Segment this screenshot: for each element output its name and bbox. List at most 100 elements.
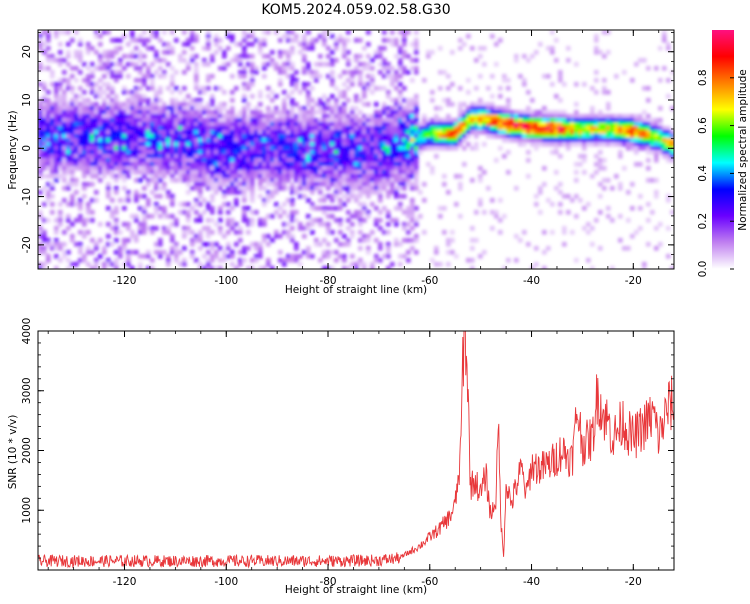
heatmap-cell — [94, 138, 99, 143]
heatmap-cell — [338, 90, 343, 95]
heatmap-cell — [290, 190, 295, 195]
heatmap-cell — [278, 146, 283, 151]
heatmap-cell — [246, 114, 251, 119]
heatmap-cell — [518, 110, 523, 115]
heatmap-cell — [182, 126, 187, 131]
heatmap-cell — [238, 182, 243, 187]
heatmap-cell — [446, 190, 451, 195]
heatmap-cell — [210, 170, 215, 175]
heatmap-cell — [266, 94, 271, 99]
heatmap-cell — [54, 178, 59, 183]
heatmap-cell — [322, 178, 327, 183]
heatmap-cell — [590, 114, 595, 119]
heatmap-cell — [294, 166, 299, 171]
heatmap-cell — [62, 186, 67, 191]
heatmap-cell — [526, 106, 531, 111]
heatmap-cell — [146, 106, 151, 111]
heatmap-cell — [138, 78, 143, 83]
heatmap-cell — [242, 186, 247, 191]
heatmap-cell — [294, 158, 299, 163]
heatmap-cell — [226, 186, 231, 191]
heatmap-cell — [110, 170, 115, 175]
heatmap-cell — [38, 62, 43, 67]
heatmap-cell — [54, 114, 59, 119]
heatmap-cell — [130, 154, 135, 159]
heatmap-cell — [654, 150, 659, 155]
heatmap-cell — [458, 110, 463, 115]
heatmap-cell — [598, 142, 603, 147]
heatmap-cell — [170, 118, 175, 123]
heatmap-cell — [582, 122, 587, 127]
heatmap-cell — [94, 94, 99, 99]
heatmap-cell — [470, 46, 475, 51]
heatmap-cell — [382, 158, 387, 163]
heatmap-cell — [50, 70, 55, 75]
heatmap-cell — [282, 178, 287, 183]
heatmap-cell — [346, 174, 351, 179]
heatmap-cell — [38, 138, 43, 143]
heatmap-cell — [394, 122, 399, 127]
heatmap-cell — [282, 50, 287, 55]
heatmap-cell — [610, 218, 615, 223]
heatmap-cell — [70, 162, 75, 167]
colorbar-tick-label: 0.4 — [697, 165, 709, 182]
heatmap-cell — [302, 46, 307, 51]
heatmap-cell — [74, 150, 79, 155]
heatmap-cell — [670, 154, 674, 159]
heatmap-cell — [358, 98, 363, 103]
heatmap-cell — [138, 50, 143, 55]
heatmap-cell — [498, 94, 503, 99]
heatmap-cell — [502, 214, 507, 219]
heatmap-cell — [314, 146, 319, 151]
heatmap-cell — [266, 234, 271, 239]
heatmap-cell — [358, 190, 363, 195]
heatmap-cell — [530, 118, 535, 123]
heatmap-cell — [382, 46, 387, 51]
heatmap-cell — [142, 118, 147, 123]
heatmap-cell — [378, 126, 383, 131]
heatmap-cell — [90, 46, 95, 51]
heatmap-cell — [402, 122, 407, 127]
heatmap-cell — [122, 134, 127, 139]
heatmap-cell — [50, 242, 55, 247]
heatmap-cell — [322, 158, 327, 163]
heatmap-cell — [234, 166, 239, 171]
heatmap-cell — [342, 146, 347, 151]
heatmap-cell — [218, 246, 223, 251]
heatmap-cell — [194, 134, 199, 139]
heatmap-cell — [206, 218, 211, 223]
heatmap-cell — [174, 134, 179, 139]
heatmap-cell — [402, 110, 407, 115]
heatmap-cell — [230, 254, 235, 259]
heatmap-cell — [162, 102, 167, 107]
heatmap-cell — [326, 230, 331, 235]
heatmap-cell — [170, 50, 175, 55]
heatmap-cell — [322, 154, 327, 159]
heatmap-cell — [94, 158, 99, 163]
heatmap-cell — [258, 246, 263, 251]
heatmap-cell — [318, 62, 323, 67]
heatmap-cell — [186, 110, 191, 115]
heatmap-cell — [346, 150, 351, 155]
heatmap-cell — [318, 74, 323, 79]
heatmap-cell — [214, 130, 219, 135]
heatmap-cell — [310, 38, 315, 43]
heatmap-cell — [386, 166, 391, 171]
heatmap-cell — [250, 198, 255, 203]
heatmap-cell — [534, 110, 539, 115]
heatmap-cell — [574, 258, 579, 263]
heatmap-cell — [314, 178, 319, 183]
heatmap-cell — [210, 118, 215, 123]
heatmap-cell — [586, 118, 591, 123]
heatmap-cell — [170, 234, 175, 239]
heatmap-cell — [222, 154, 227, 159]
heatmap-cell — [458, 186, 463, 191]
heatmap-cell — [286, 122, 291, 127]
heatmap-cell — [306, 182, 311, 187]
heatmap-cell — [322, 250, 327, 255]
heatmap-cell — [390, 190, 395, 195]
heatmap-cell — [94, 198, 99, 203]
heatmap-cell — [54, 142, 59, 147]
heatmap-cell — [62, 174, 67, 179]
heatmap-cell — [202, 242, 207, 247]
